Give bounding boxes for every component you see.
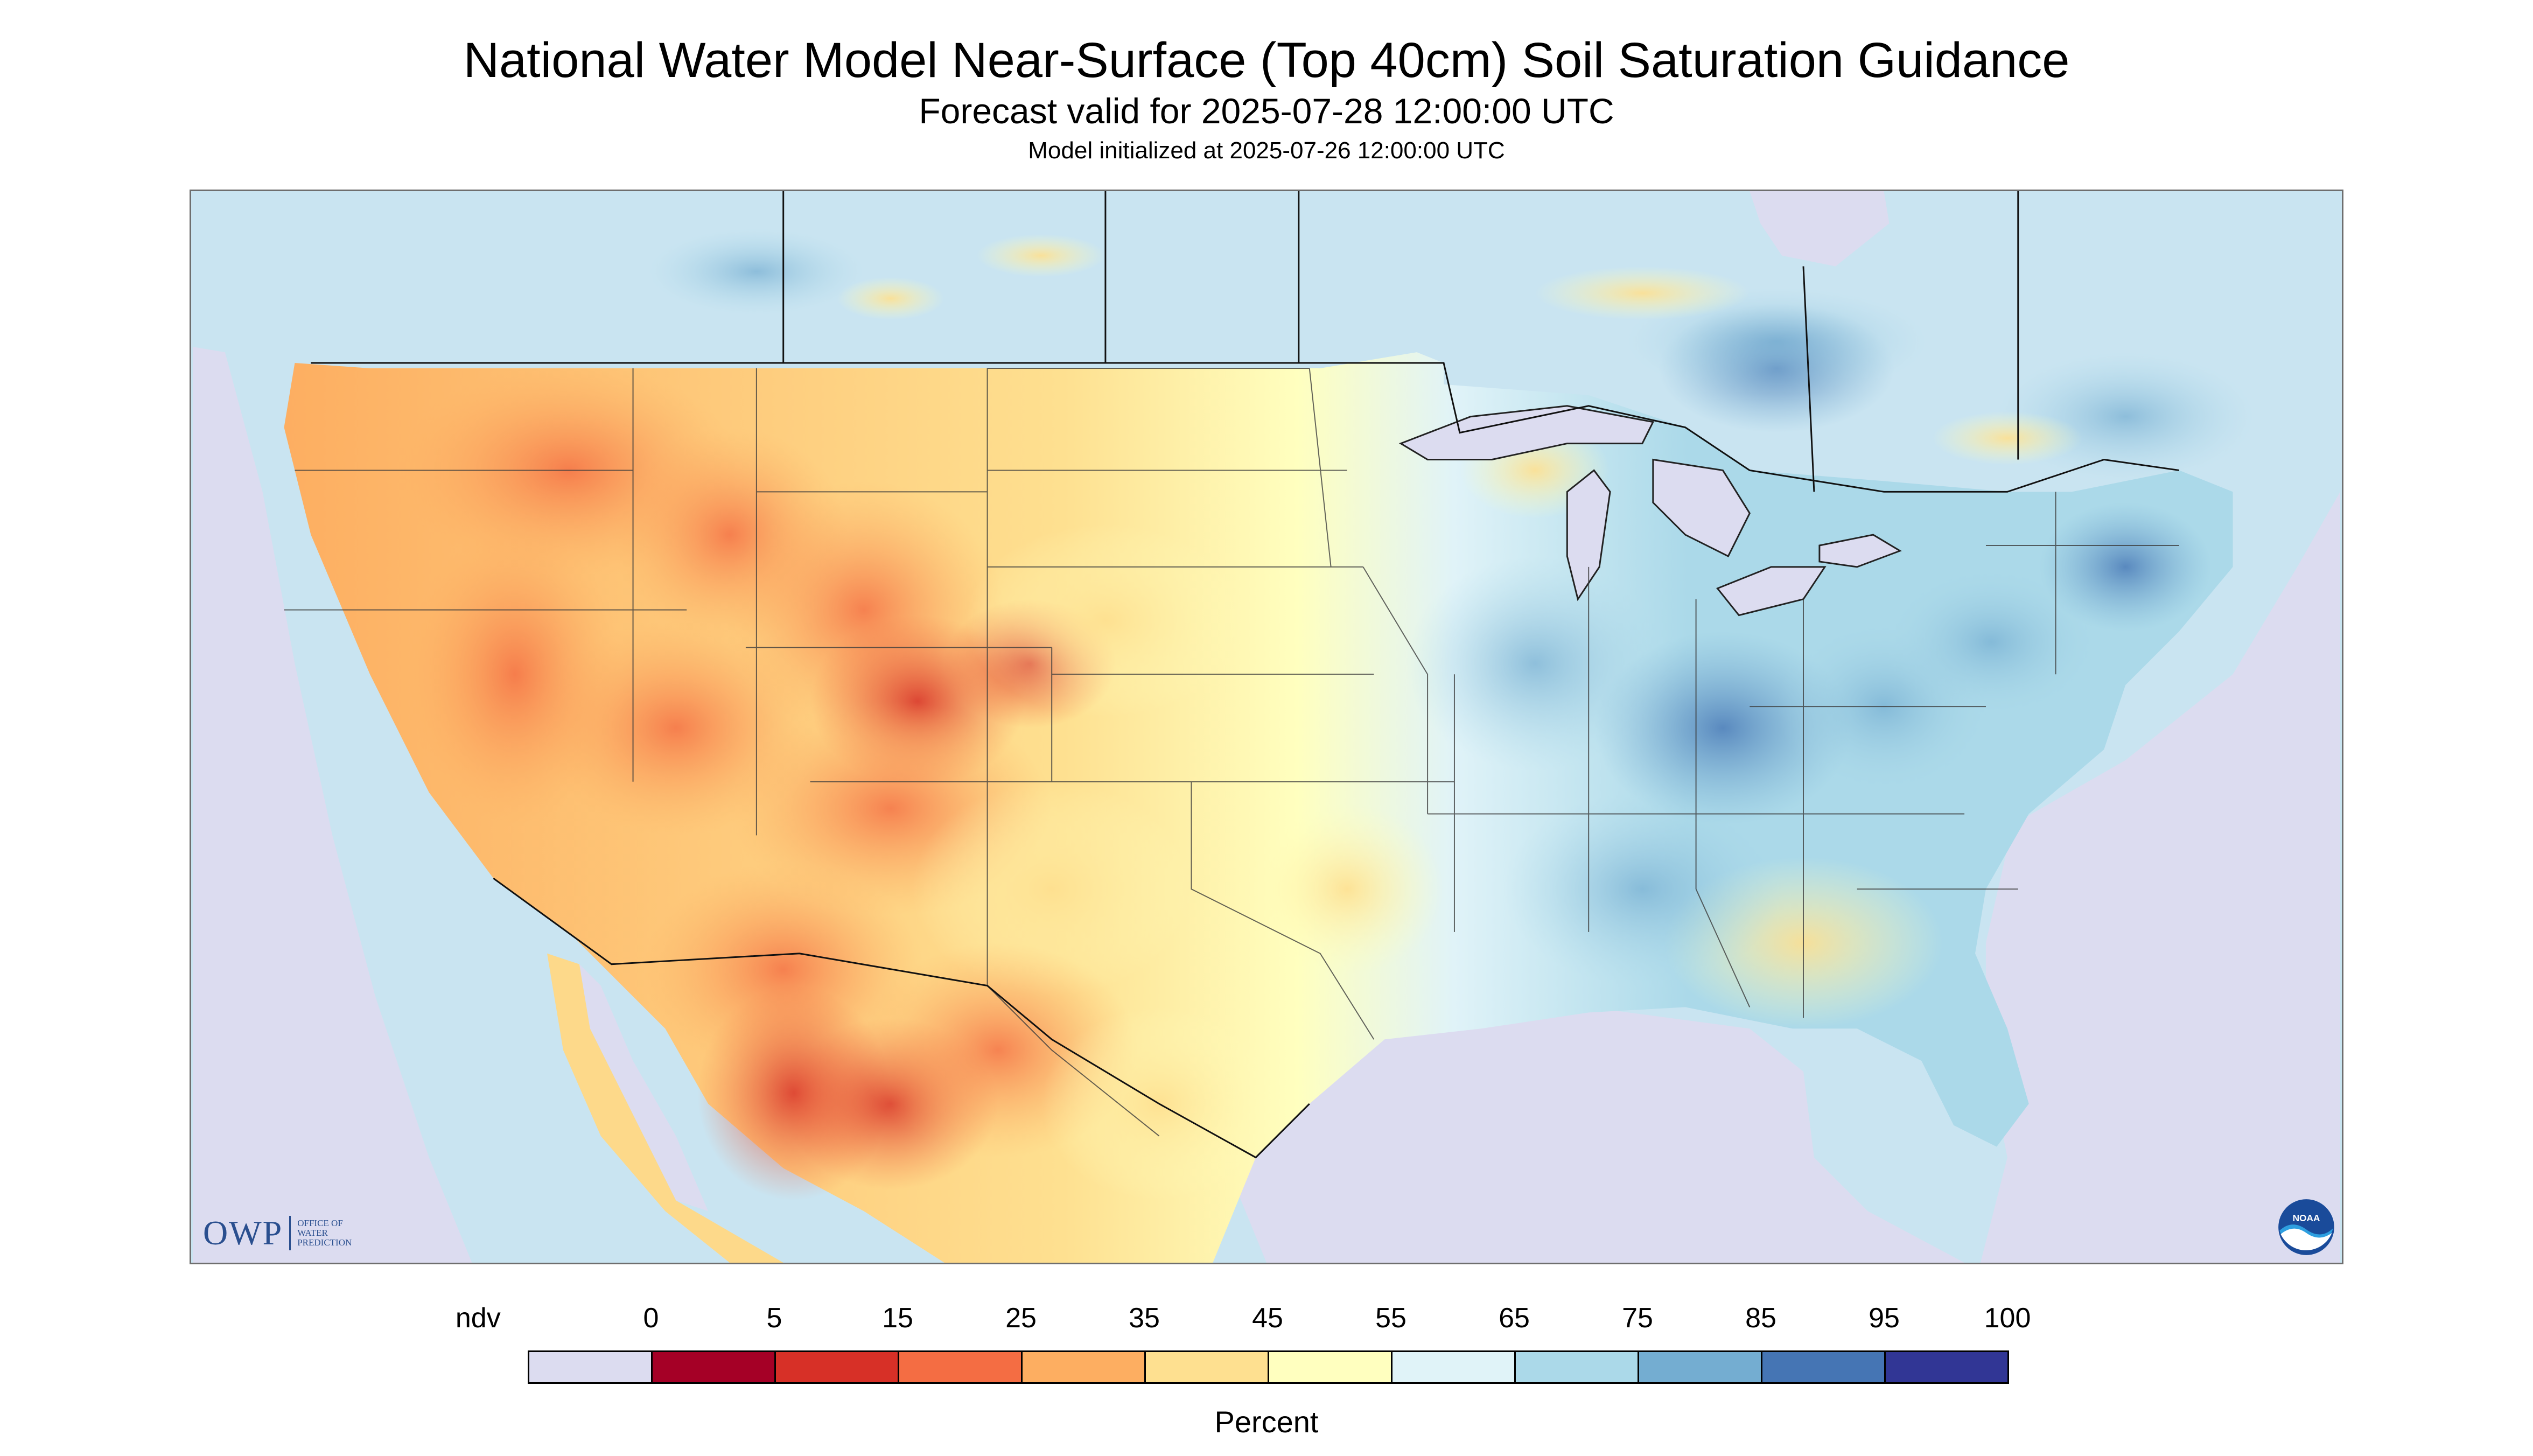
legend-label: ndv: [455, 1303, 501, 1334]
legend-swatch: [1268, 1350, 1393, 1384]
legend-swatch: [1391, 1350, 1516, 1384]
legend-swatch: [528, 1350, 653, 1384]
model-init-time: Model initialized at 2025-07-26 12:00:00…: [1028, 137, 1505, 164]
state-boundaries: [284, 368, 2179, 1137]
legend-swatch: [774, 1350, 899, 1384]
gulf-of-mexico: [1223, 1007, 1965, 1263]
owp-logo-text: Office of Water Prediction: [297, 1218, 352, 1248]
legend-label: 0: [643, 1303, 659, 1334]
james-bay: [1750, 191, 1890, 267]
legend-swatch: [1514, 1350, 1639, 1384]
legend-label: 35: [1129, 1303, 1160, 1334]
owp-logo-mark: OWP: [203, 1214, 283, 1252]
baja-california: [547, 953, 783, 1263]
legend-label: 95: [1869, 1303, 1900, 1334]
legend-swatch: [1761, 1350, 1886, 1384]
legend-label: 100: [1984, 1303, 2031, 1334]
forecast-valid-time: Forecast valid for 2025-07-28 12:00:00 U…: [919, 91, 1614, 131]
legend-label: 65: [1499, 1303, 1530, 1334]
legend-label: 75: [1622, 1303, 1653, 1334]
atlantic-ocean: [1981, 492, 2340, 1263]
soil-saturation-map: OWP Office of Water Prediction NOAA: [190, 190, 2343, 1264]
legend-label: 15: [882, 1303, 913, 1334]
owp-logo-divider: [289, 1216, 291, 1250]
map-title: National Water Model Near-Surface (Top 4…: [463, 33, 2070, 88]
owp-logo: OWP Office of Water Prediction: [203, 1213, 352, 1253]
legend-label: 5: [766, 1303, 782, 1334]
legend-label: 25: [1005, 1303, 1037, 1334]
legend-swatch: [898, 1350, 1023, 1384]
great-lakes: [1398, 405, 1902, 617]
legend-swatch: [1144, 1350, 1269, 1384]
gulf-of-california: [579, 964, 709, 1212]
legend-label: 55: [1375, 1303, 1407, 1334]
legend-caption: Percent: [1214, 1405, 1319, 1439]
pacific-ocean: [193, 347, 472, 1263]
canada-dry-patches: [837, 234, 2083, 465]
legend-label: 85: [1745, 1303, 1776, 1334]
legend-swatch: [1638, 1350, 1762, 1384]
legend-swatch: [1021, 1350, 1146, 1384]
legend-swatch: [1884, 1350, 2009, 1384]
map-canvas: [193, 191, 2340, 1263]
national-borders: [311, 191, 2180, 1159]
legend-label: 45: [1252, 1303, 1283, 1334]
legend-swatch: [651, 1350, 776, 1384]
noaa-logo: NOAA: [2278, 1199, 2334, 1255]
noaa-logo-text: NOAA: [2293, 1213, 2320, 1223]
